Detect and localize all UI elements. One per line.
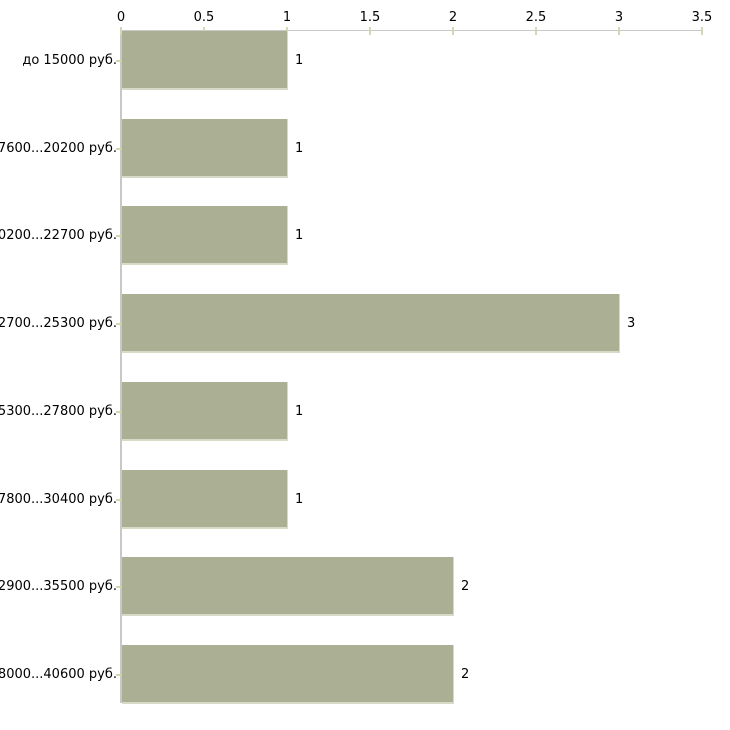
x-axis-tick-mark — [701, 27, 703, 35]
y-axis-line — [120, 30, 122, 703]
category-label: 25300...27800 руб. — [0, 403, 117, 419]
x-axis-tick-mark — [452, 27, 454, 35]
bar-value-label: 1 — [295, 140, 304, 156]
x-axis-tick-mark — [618, 27, 620, 35]
x-axis-tick-label: 2.5 — [525, 10, 547, 25]
x-axis-tick-label: 0.5 — [193, 10, 215, 25]
x-axis-tick-mark — [535, 27, 537, 35]
x-axis-tick-mark — [369, 27, 371, 35]
x-axis-tick-mark — [120, 27, 122, 35]
bar — [122, 382, 288, 441]
y-axis-tick-mark — [116, 499, 121, 501]
bar-value-label: 1 — [295, 227, 304, 243]
bar-value-label: 2 — [461, 578, 470, 594]
bar-value-label: 3 — [627, 315, 636, 331]
bar-value-label: 1 — [295, 491, 304, 507]
x-axis-tick-label: 1.5 — [359, 10, 381, 25]
y-axis-tick-mark — [116, 674, 121, 676]
bar — [122, 31, 288, 90]
y-axis-tick-mark — [116, 586, 121, 588]
bar — [122, 470, 288, 529]
y-axis-tick-mark — [116, 323, 121, 325]
y-axis-tick-mark — [116, 235, 121, 237]
category-label: 22700...25300 руб. — [0, 315, 117, 331]
y-axis-tick-mark — [116, 148, 121, 150]
bar-value-label: 1 — [295, 403, 304, 419]
bar — [122, 557, 454, 616]
x-axis-tick-label: 3 — [614, 10, 624, 25]
category-label: 17600...20200 руб. — [0, 140, 117, 156]
category-label: 32900...35500 руб. — [0, 578, 117, 594]
category-label: 27800...30400 руб. — [0, 491, 117, 507]
x-axis-line — [121, 30, 703, 31]
bar-value-label: 2 — [461, 666, 470, 682]
bar — [122, 206, 288, 265]
category-label: 20200...22700 руб. — [0, 227, 117, 243]
bar — [122, 645, 454, 704]
bar — [122, 119, 288, 178]
x-axis-tick-label: 0 — [116, 10, 126, 25]
x-axis-tick-label: 2 — [448, 10, 458, 25]
x-axis-tick-label: 3.5 — [691, 10, 713, 25]
bar-value-label: 1 — [295, 52, 304, 68]
category-label: 38000...40600 руб. — [0, 666, 117, 682]
x-axis-tick-label: 1 — [282, 10, 292, 25]
category-label: до 15000 руб. — [22, 52, 117, 68]
y-axis-tick-mark — [116, 411, 121, 413]
y-axis-tick-mark — [116, 60, 121, 62]
bar — [122, 294, 620, 353]
